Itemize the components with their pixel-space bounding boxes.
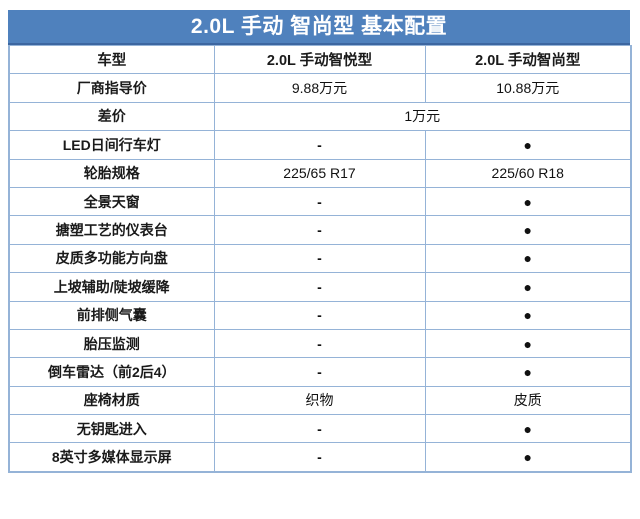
- feature-included-dot: ●: [424, 130, 632, 160]
- row-label: 皮质多功能方向盘: [8, 243, 215, 274]
- spec-comparison-table: 车型 2.0L 手动智悦型 2.0L 手动智尚型 厂商指导价 9.88万元 10.8…: [8, 44, 632, 473]
- column-header-model: 车型: [8, 44, 215, 75]
- row-value: 皮质: [424, 385, 632, 416]
- feature-absent-dash: -: [213, 442, 426, 473]
- table-row: 胎压监测 - ●: [8, 328, 632, 359]
- row-value: 225/60 R18: [424, 158, 632, 188]
- feature-absent-dash: -: [213, 243, 426, 274]
- feature-absent-dash: -: [213, 215, 426, 245]
- feature-absent-dash: -: [213, 414, 426, 444]
- feature-included-dot: ●: [424, 215, 632, 245]
- table-row: 座椅材质 织物 皮质: [8, 385, 632, 416]
- row-label: 厂商指导价: [8, 73, 215, 103]
- table-row: 无钥匙进入 - ●: [8, 414, 632, 444]
- feature-absent-dash: -: [213, 328, 426, 359]
- row-label: LED日间行车灯: [8, 130, 215, 160]
- row-label: 全景天窗: [8, 186, 215, 217]
- row-label: 差价: [8, 101, 215, 132]
- feature-included-dot: ●: [424, 442, 632, 473]
- feature-included-dot: ●: [424, 357, 632, 387]
- row-value: 织物: [213, 385, 426, 416]
- table-row: 上坡辅助/陡坡缓降 - ●: [8, 272, 632, 302]
- feature-absent-dash: -: [213, 357, 426, 387]
- feature-absent-dash: -: [213, 186, 426, 217]
- feature-included-dot: ●: [424, 186, 632, 217]
- row-label: 上坡辅助/陡坡缓降: [8, 272, 215, 302]
- header-row: 车型 2.0L 手动智悦型 2.0L 手动智尚型: [8, 44, 632, 75]
- row-label: 轮胎规格: [8, 158, 215, 188]
- row-label: 无钥匙进入: [8, 414, 215, 444]
- table-row: LED日间行车灯 - ●: [8, 130, 632, 160]
- feature-absent-dash: -: [213, 300, 426, 330]
- table-row: 厂商指导价 9.88万元 10.88万元: [8, 73, 632, 103]
- table-row: 皮质多功能方向盘 - ●: [8, 243, 632, 274]
- table-row: 搪塑工艺的仪表台 - ●: [8, 215, 632, 245]
- table-title: 2.0L 手动 智尚型 基本配置: [8, 10, 630, 45]
- table-body: 厂商指导价 9.88万元 10.88万元 差价 1万元 LED日间行车灯 - ● 轮胎规格 225…: [8, 73, 632, 473]
- row-value: 225/65 R17: [213, 158, 426, 188]
- column-header-trim-zhishang: 2.0L 手动智尚型: [424, 44, 632, 75]
- feature-absent-dash: -: [213, 130, 426, 160]
- feature-included-dot: ●: [424, 243, 632, 274]
- table-row: 倒车雷达（前2后4） - ●: [8, 357, 632, 387]
- table-row: 前排侧气囊 - ●: [8, 300, 632, 330]
- row-label: 前排侧气囊: [8, 300, 215, 330]
- row-value: 1万元: [213, 101, 632, 132]
- table-row: 8英寸多媒体显示屏 - ●: [8, 442, 632, 473]
- feature-absent-dash: -: [213, 272, 426, 302]
- row-label: 8英寸多媒体显示屏: [8, 442, 215, 473]
- row-value: 10.88万元: [424, 73, 632, 103]
- row-label: 座椅材质: [8, 385, 215, 416]
- table-row: 差价 1万元: [8, 101, 632, 132]
- table-row: 全景天窗 - ●: [8, 186, 632, 217]
- table-row: 轮胎规格 225/65 R17 225/60 R18: [8, 158, 632, 188]
- feature-included-dot: ●: [424, 272, 632, 302]
- row-label: 胎压监测: [8, 328, 215, 359]
- feature-included-dot: ●: [424, 300, 632, 330]
- row-label: 倒车雷达（前2后4）: [8, 357, 215, 387]
- row-value: 9.88万元: [213, 73, 426, 103]
- feature-included-dot: ●: [424, 328, 632, 359]
- column-header-trim-zhiyue: 2.0L 手动智悦型: [213, 44, 426, 75]
- row-label: 搪塑工艺的仪表台: [8, 215, 215, 245]
- feature-included-dot: ●: [424, 414, 632, 444]
- config-comparison-card: 2.0L 手动 智尚型 基本配置 车型 2.0L 手动智悦型 2.0L 手动智尚…: [8, 10, 632, 473]
